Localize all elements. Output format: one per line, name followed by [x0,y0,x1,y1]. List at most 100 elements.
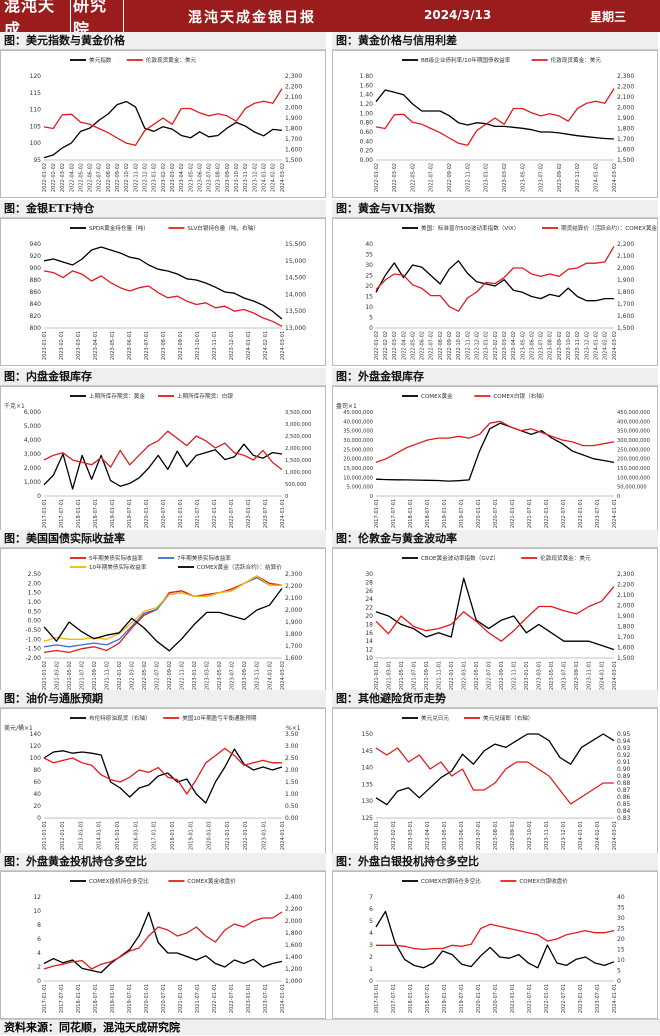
x-tick-label: 2023-03-02 [205,661,211,690]
chart-frame [0,50,326,198]
x-tick-label: 2022-01-01 [212,984,218,1013]
y-left-tick-label: 20 [33,803,41,810]
x-tick-label: 2021-07-01 [195,499,201,528]
x-tick-label: 2021-05-01 [399,661,405,690]
y-right-tick-label: 1,800 [285,631,302,638]
y-right-tick-label: 0 [285,494,288,500]
legend-label: COMEX黄金 [421,392,453,400]
x-tick-label: 2023-11-01 [587,661,593,690]
y-right-tick-label: 2,100 [617,253,634,260]
legend-label: 伦敦现货黄金：美元 [146,56,197,64]
x-tick-label: 2021-03-02 [54,661,60,690]
y-right-tick-label: 13,000 [285,325,306,332]
y-left-tick-label: -0.50 [25,627,41,634]
legend-label: COMEX黄金（活跃合约）：结算价 [197,563,282,571]
x-tick-label: 2021-03-01 [386,661,392,690]
y-left-tick-label: 100 [30,755,42,762]
y-right-tick-label: 2.50 [285,755,299,762]
y-right-tick-label: 2,300 [285,571,302,578]
y-right-tick-label: 1,900 [617,613,634,620]
y-right-tick-label: 25 [617,926,625,933]
x-tick-label: 2021-01-01 [225,821,231,850]
series-line-2 [375,420,615,464]
y-right-tick-label: 1,700 [285,136,302,143]
x-tick-label: 2022-07-01 [229,984,235,1013]
y-right-tick-label: 40 [617,894,625,901]
x-tick-label: 2022-01-02 [374,331,380,360]
x-tick-label: 2019-01-01 [110,984,116,1013]
y-right-tick-label: 0.87 [617,787,631,794]
y-left-tick-label: 25 [365,273,373,280]
y-right-tick-label: 1,700 [617,634,634,641]
legend-label: 上期所库存期货：黄金 [89,392,145,400]
x-tick-label: 2020-01-01 [476,984,482,1013]
y-right-tick-label: 1,900 [617,277,634,284]
x-tick-label: 2017-07-01 [391,984,397,1013]
x-tick-label: 2023-05-01 [549,661,555,690]
x-tick-label: 2023-09-02 [242,661,248,690]
y-right-tick-label: 150,000,000 [617,466,650,472]
x-tick-label: 2022-08-02 [106,163,112,192]
y-left-tick-label: 140 [30,731,42,738]
y-right-tick-label: 1,800 [617,624,634,631]
legend-label: BB级企业债利率/10年期国债收益率 [421,56,511,64]
y-left-tick-label: 30,000,000 [343,438,373,444]
x-tick-label: 2021-11-01 [436,661,442,690]
y-left-tick-label: 0.60 [360,129,374,136]
x-tick-label: 2023-07-01 [263,499,269,528]
y-right-tick-label: 0.88 [617,780,631,787]
chart-svg: COMEX黄金 COMEX白银（右轴） 盎司×1 0 5,000,000 10,000,0… [332,386,658,534]
x-tick-label: 2023-03-02 [170,163,176,192]
chart-panel-4: 图：黄金与VIX指数 美国：标准普尔500波动率指数（VIX） 期货结算价（活跃合约… [332,200,658,366]
y-left-tick-label: 5,000 [24,423,41,430]
x-tick-label: 2023-10-01 [527,821,533,850]
y-left-tick-label: 105 [30,123,42,130]
x-tick-label: 2020-07-01 [493,984,499,1013]
x-tick-label: 2022-06-02 [420,331,426,360]
chart-legend: COMEX投机持仓多空比 COMEX黄金收盘价 [70,877,236,885]
x-tick-label: 2023-04-01 [425,821,431,850]
x-tick-label: 2023-06-01 [127,331,133,360]
report-date: 2024/3/13 [424,8,492,22]
y-right-tick-label: 1,400 [285,954,302,961]
legend-label: COMEX投机持仓多空比 [89,877,149,885]
x-tick-label: 2022-11-02 [180,661,186,690]
y-right-tick-label: 0.83 [617,815,631,822]
x-tick-label: 2023-05-02 [520,331,526,360]
y-left-tick-label: 35,000,000 [343,429,373,435]
y-right-tick-label: 2,200 [617,241,634,248]
x-tick-label: 2023-01-01 [374,821,380,850]
y-right-tick-label: 2,000 [617,105,634,112]
legend-label: 伦敦现货黄金：美元 [540,554,591,562]
x-tick-label: 2022-10-02 [456,331,462,360]
y-right-tick-label: 300,000,000 [617,438,650,444]
y-right-axis-title: %×1 [286,725,301,732]
y-right-tick-label: 13,500 [285,308,306,315]
y-left-tick-label: 145 [362,748,374,755]
x-tick-label: 2024-02-02 [603,331,609,360]
y-right-tick-label: 1,700 [285,643,302,650]
x-tick-label: 2024-01-02 [593,331,599,360]
chart-panel-10: 图：其他避险货币走势 美元兑日元 美元兑瑞郎（右轴） 125 130 135 140 145 1… [332,690,658,856]
chart-title: 图：伦敦金与黄金波动率 [332,530,658,548]
x-tick-label: 2024-03-02 [612,163,618,192]
x-tick-label: 2022-05-02 [78,163,84,192]
y-left-tick-label: 1.80 [360,73,374,80]
y-left-tick-label: 40,000,000 [343,419,373,425]
x-tick-label: 2021-01-01 [510,499,516,528]
x-tick-label: 2023-07-01 [595,984,601,1013]
x-tick-label: 2024-01-01 [578,821,584,850]
x-tick-label: 2015-01-01 [115,821,121,850]
x-tick-label: 2024-01-01 [612,499,618,528]
x-tick-label: 2022-03-02 [392,163,398,192]
x-tick-label: 2023-02-02 [493,331,499,360]
x-tick-label: 2023-02-01 [391,821,397,850]
chart-svg: 美元指数 伦敦现货黄金：美元 95 100 105 110 115 120 1,500 1,600… [0,50,326,198]
y-left-tick-label: 16 [365,630,373,637]
x-tick-label: 2013-01-01 [78,821,84,850]
x-tick-label: 2022-01-01 [544,984,550,1013]
x-tick-label: 2024-02-02 [271,163,277,192]
series-line-1 [375,89,615,140]
x-tick-label: 2021-01-01 [178,499,184,528]
x-tick-label: 2023-10-01 [195,331,201,360]
